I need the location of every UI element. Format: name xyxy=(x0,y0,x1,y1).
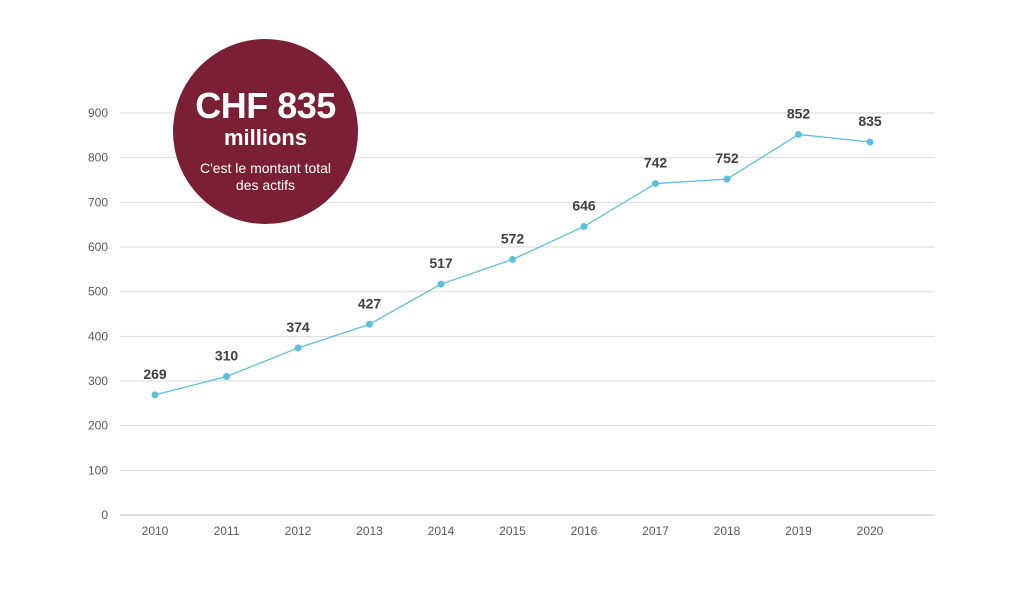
data-label: 374 xyxy=(286,319,310,335)
data-point xyxy=(366,320,373,328)
badge-unit: millions xyxy=(223,125,308,150)
badge-amount: CHF 835 xyxy=(195,85,336,126)
data-label: 310 xyxy=(215,348,239,364)
data-label: 572 xyxy=(501,231,525,247)
y-tick-label: 800 xyxy=(88,151,108,165)
data-label: 742 xyxy=(644,155,668,171)
data-label: 427 xyxy=(358,295,382,311)
y-tick-label: 700 xyxy=(88,195,108,209)
data-labels: 269 310 374 427 517 572 646 742 752 852 835 xyxy=(143,105,882,381)
x-tick-label: 2013 xyxy=(356,524,383,538)
y-tick-label: 100 xyxy=(88,463,108,477)
x-tick-label: 2012 xyxy=(285,524,312,538)
y-tick-label: 400 xyxy=(88,329,108,343)
x-tick-label: 2011 xyxy=(214,524,240,538)
y-tick-label: 300 xyxy=(88,374,108,388)
gridlines xyxy=(120,112,935,516)
data-label: 517 xyxy=(429,255,453,271)
x-tick-label: 2014 xyxy=(428,524,455,538)
x-tick-label: 2016 xyxy=(571,524,598,538)
data-point xyxy=(723,175,731,183)
y-axis-tick-labels: 0 100 200 300 400 500 600 700 800 900 xyxy=(88,106,108,522)
data-point xyxy=(580,222,588,230)
x-tick-label: 2019 xyxy=(785,524,812,538)
data-points xyxy=(151,130,874,399)
y-tick-label: 600 xyxy=(88,240,108,254)
y-tick-label: 500 xyxy=(88,285,108,299)
data-point xyxy=(509,256,516,264)
y-tick-label: 0 xyxy=(101,508,108,522)
data-point xyxy=(151,391,159,399)
x-axis-tick-labels: 2010 2011 2012 2013 2014 2015 2016 2017 2018 2019… xyxy=(142,524,884,538)
y-tick-label: 900 xyxy=(88,106,108,120)
x-tick-label: 2020 xyxy=(857,524,884,538)
x-tick-label: 2010 xyxy=(142,524,169,538)
data-label: 646 xyxy=(572,197,596,213)
data-point xyxy=(866,138,874,146)
x-tick-label: 2018 xyxy=(714,524,741,538)
x-tick-label: 2017 xyxy=(642,524,669,538)
x-tick-label: 2015 xyxy=(499,524,526,538)
y-tick-label: 200 xyxy=(88,419,108,433)
data-label: 269 xyxy=(143,366,167,382)
badge-caption: C'est le montant total des actifs xyxy=(199,160,332,193)
data-label: 835 xyxy=(858,113,882,129)
data-point xyxy=(652,180,659,188)
total-assets-badge: CHF 835 millions C'est le montant total … xyxy=(173,39,358,224)
data-point xyxy=(795,130,802,138)
data-point xyxy=(437,280,445,288)
data-label: 852 xyxy=(787,105,811,121)
data-point xyxy=(223,373,230,381)
data-label: 752 xyxy=(715,150,739,166)
data-point xyxy=(294,344,302,352)
